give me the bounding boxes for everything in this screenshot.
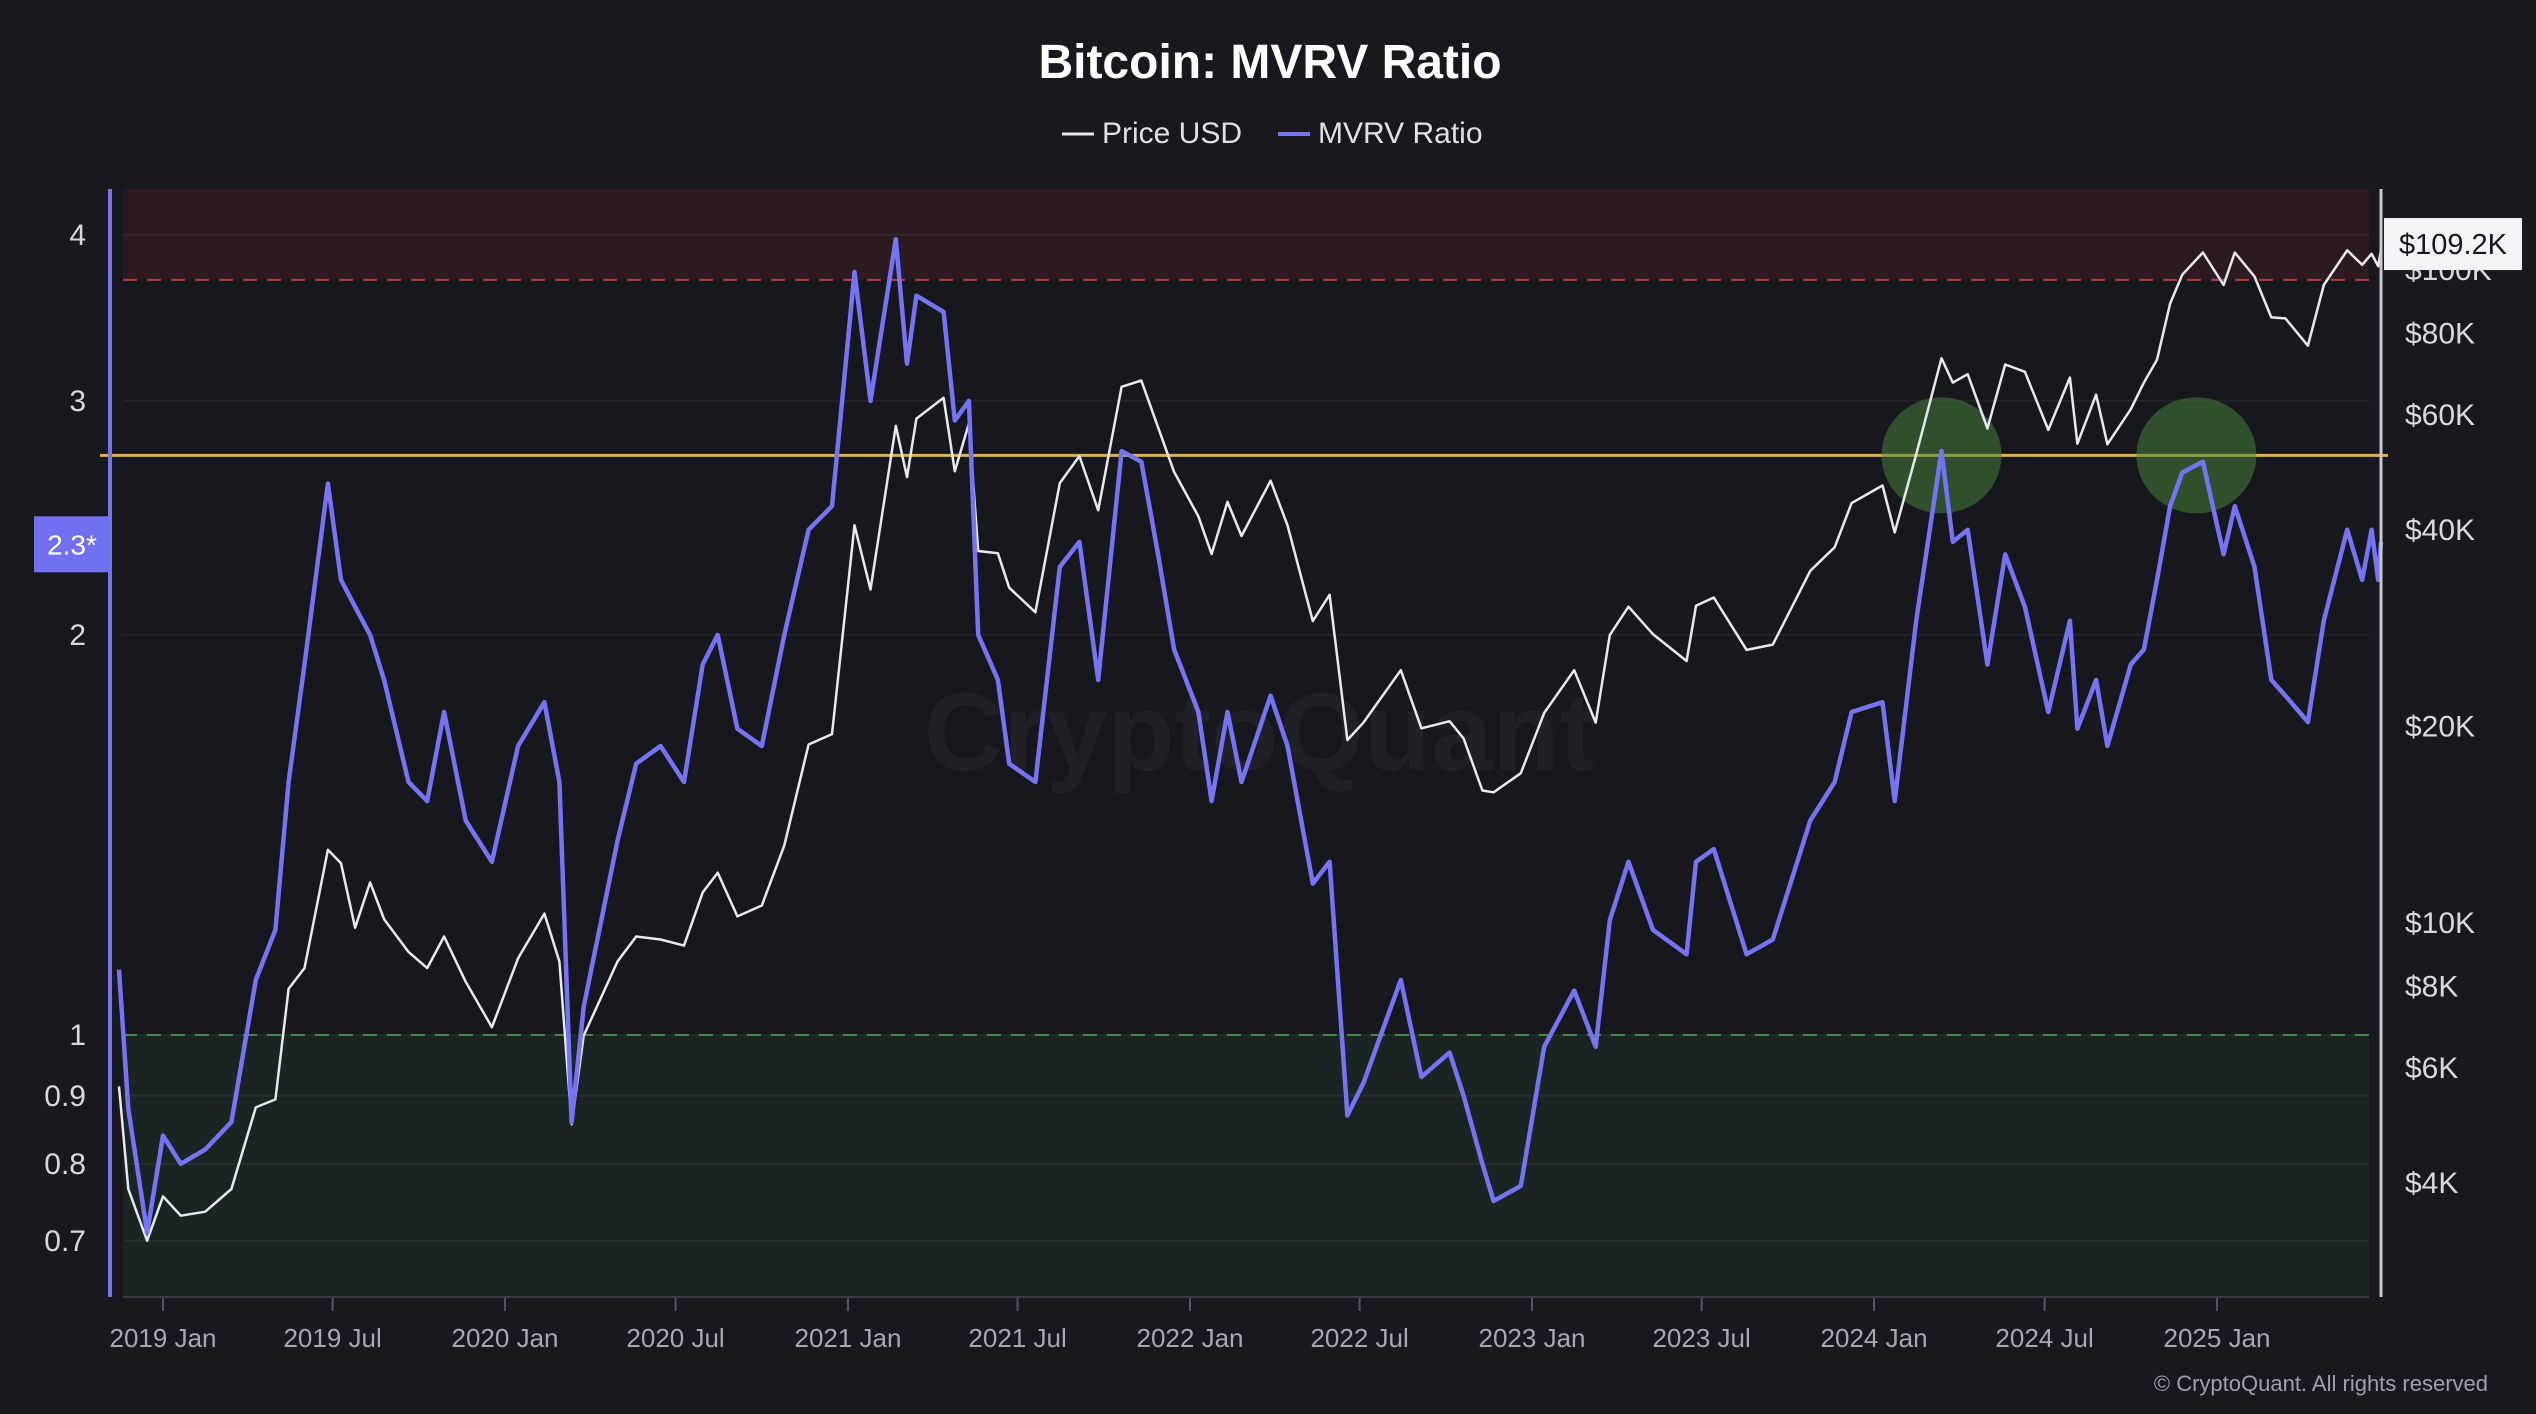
right-axis-tick-label: $20K xyxy=(2405,710,2475,743)
x-axis-tick-label: 2022 Jan xyxy=(1137,1323,1244,1353)
left-axis-tick-label: 3 xyxy=(69,385,86,418)
legend: Price USD MVRV Ratio xyxy=(1062,117,1483,150)
right-axis-tick-label: $4K xyxy=(2405,1167,2458,1200)
x-axis-tick-label: 2023 Jul xyxy=(1652,1323,1750,1353)
right-axis-tick-label: $80K xyxy=(2405,317,2475,350)
right-axis-tick-label: $60K xyxy=(2405,399,2475,432)
x-axis-tick-label: 2019 Jul xyxy=(283,1323,381,1353)
highlight-circle xyxy=(2136,397,2257,514)
x-axis-tick-label: 2024 Jul xyxy=(1995,1323,2093,1353)
left-axis-tick-label: 2 xyxy=(69,619,86,652)
chart-title: Bitcoin: MVRV Ratio xyxy=(1038,36,1501,89)
right-axis-tick-label: $6K xyxy=(2405,1052,2458,1085)
current-mvrv-badge xyxy=(34,516,110,573)
x-axis-tick-label: 2021 Jul xyxy=(968,1323,1066,1353)
right-axis-tick-label: $10K xyxy=(2405,907,2475,940)
left-axis-tick-label: 0.9 xyxy=(44,1080,86,1113)
copyright: © CryptoQuant. All rights reserved xyxy=(2154,1371,2488,1396)
x-axis-tick-label: 2021 Jan xyxy=(794,1323,901,1353)
x-axis-tick-label: 2024 Jan xyxy=(1821,1323,1928,1353)
undervalued-zone xyxy=(123,1035,2369,1297)
left-axis-tick-label: 0.7 xyxy=(44,1225,86,1258)
legend-label-price: Price USD xyxy=(1102,117,1242,150)
current-mvrv-label: 2.3* xyxy=(47,529,97,560)
x-axis-tick-label: 2025 Jan xyxy=(2164,1323,2271,1353)
x-axis-tick-label: 2020 Jan xyxy=(452,1323,559,1353)
x-axis-tick-label: 2020 Jul xyxy=(626,1323,724,1353)
mvrv-ratio-line xyxy=(116,236,2384,1235)
overvalued-zone xyxy=(123,189,2369,280)
left-axis-tick-label: 4 xyxy=(69,219,86,252)
current-price-label: $109.2K xyxy=(2399,229,2508,261)
x-axis-tick-label: 2022 Jul xyxy=(1310,1323,1408,1353)
left-axis-tick-label: 0.8 xyxy=(44,1148,86,1181)
legend-label-mvrv: MVRV Ratio xyxy=(1318,117,1483,150)
right-axis-tick-label: $8K xyxy=(2405,970,2458,1003)
right-axis-tick-label: $40K xyxy=(2405,514,2475,547)
x-axis-tick-label: 2023 Jan xyxy=(1479,1323,1586,1353)
current-price-badge xyxy=(2384,218,2522,271)
left-axis-tick-label: 1 xyxy=(69,1019,86,1052)
x-axis-tick-label: 2019 Jan xyxy=(110,1323,217,1353)
price-usd-line xyxy=(117,249,2383,1242)
